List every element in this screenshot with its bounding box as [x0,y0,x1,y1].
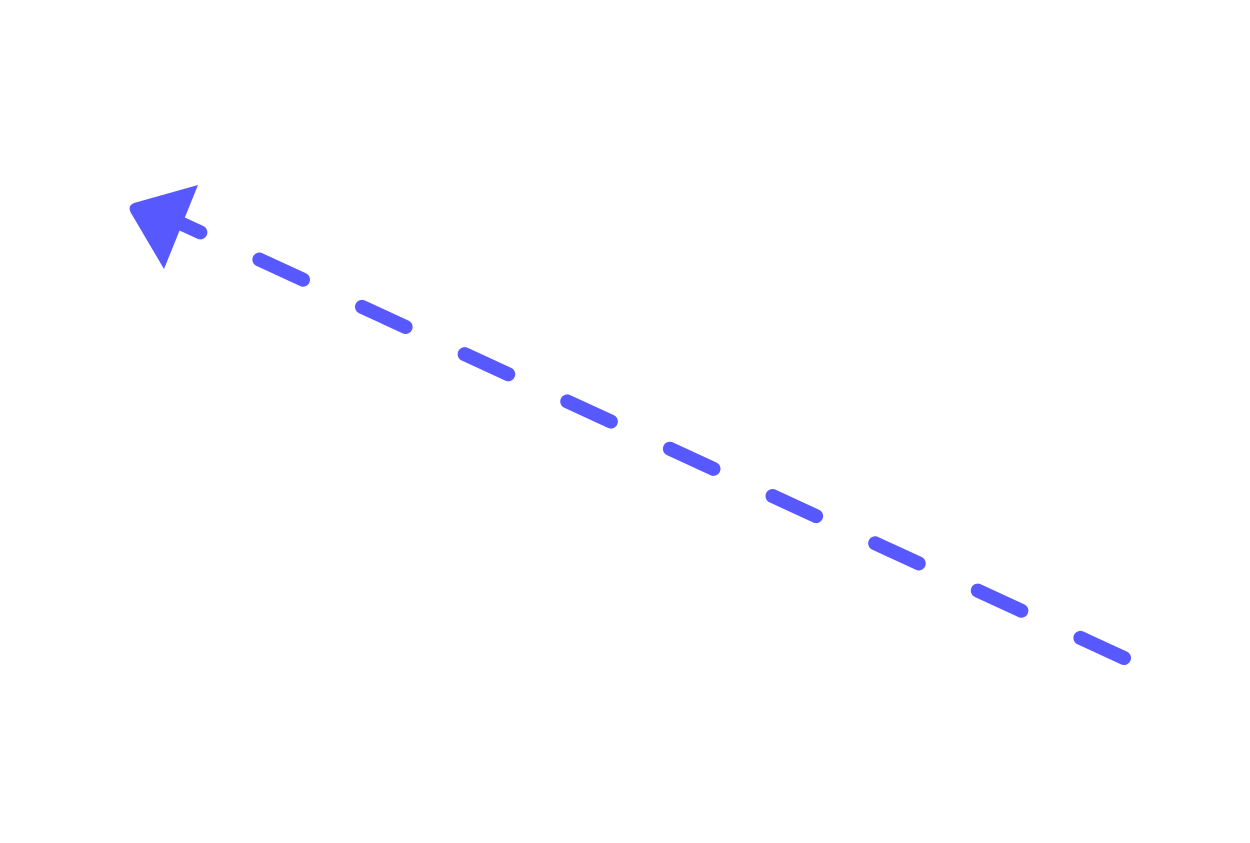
arrow-head-icon [129,185,198,269]
dashed-arrow-shaft [173,216,1131,665]
